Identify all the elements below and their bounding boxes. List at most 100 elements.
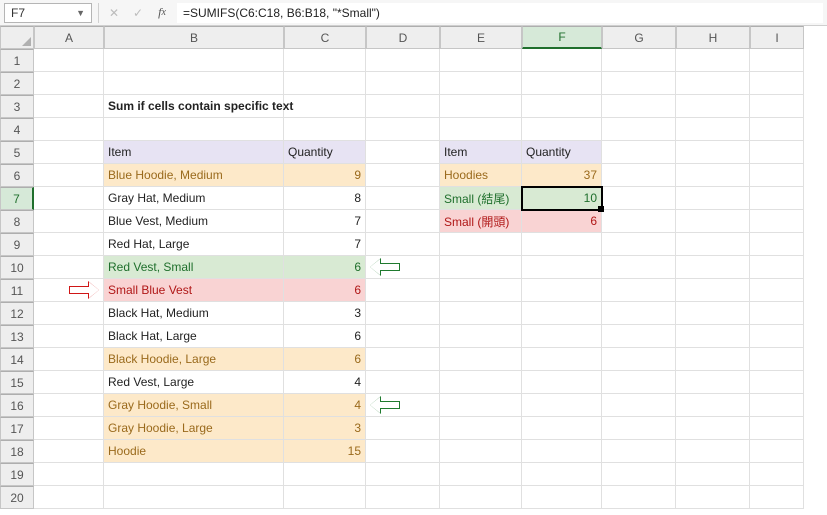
- row-header-6[interactable]: 6: [0, 164, 34, 187]
- row-header-18[interactable]: 18: [0, 440, 34, 463]
- cell-A10[interactable]: [34, 256, 104, 279]
- cell-H9[interactable]: [676, 233, 750, 256]
- row-header-13[interactable]: 13: [0, 325, 34, 348]
- cell-C4[interactable]: [284, 118, 366, 141]
- cell-F5[interactable]: Quantity: [522, 141, 602, 164]
- cell-I17[interactable]: [750, 417, 804, 440]
- column-header-H[interactable]: H: [676, 26, 750, 49]
- cell-F11[interactable]: [522, 279, 602, 302]
- row-header-4[interactable]: 4: [0, 118, 34, 141]
- column-header-D[interactable]: D: [366, 26, 440, 49]
- cell-B2[interactable]: [104, 72, 284, 95]
- cell-A12[interactable]: [34, 302, 104, 325]
- row-header-20[interactable]: 20: [0, 486, 34, 509]
- cell-F1[interactable]: [522, 49, 602, 72]
- cell-H6[interactable]: [676, 164, 750, 187]
- cell-H4[interactable]: [676, 118, 750, 141]
- cell-F9[interactable]: [522, 233, 602, 256]
- cell-E7[interactable]: Small (結尾): [440, 187, 522, 210]
- cell-D7[interactable]: [366, 187, 440, 210]
- cell-A9[interactable]: [34, 233, 104, 256]
- cell-C19[interactable]: [284, 463, 366, 486]
- cell-G10[interactable]: [602, 256, 676, 279]
- cell-D15[interactable]: [366, 371, 440, 394]
- cell-B12[interactable]: Black Hat, Medium: [104, 302, 284, 325]
- cell-I12[interactable]: [750, 302, 804, 325]
- cell-E6[interactable]: Hoodies: [440, 164, 522, 187]
- cell-G5[interactable]: [602, 141, 676, 164]
- cell-I8[interactable]: [750, 210, 804, 233]
- cell-C20[interactable]: [284, 486, 366, 509]
- cell-H16[interactable]: [676, 394, 750, 417]
- cell-A3[interactable]: [34, 95, 104, 118]
- cell-F14[interactable]: [522, 348, 602, 371]
- cell-C6[interactable]: 9: [284, 164, 366, 187]
- cell-B4[interactable]: [104, 118, 284, 141]
- cell-B6[interactable]: Blue Hoodie, Medium: [104, 164, 284, 187]
- cell-C1[interactable]: [284, 49, 366, 72]
- cell-F19[interactable]: [522, 463, 602, 486]
- cell-E13[interactable]: [440, 325, 522, 348]
- cell-H10[interactable]: [676, 256, 750, 279]
- row-header-16[interactable]: 16: [0, 394, 34, 417]
- cell-D19[interactable]: [366, 463, 440, 486]
- cell-C8[interactable]: 7: [284, 210, 366, 233]
- cell-E10[interactable]: [440, 256, 522, 279]
- row-header-2[interactable]: 2: [0, 72, 34, 95]
- cell-I9[interactable]: [750, 233, 804, 256]
- cell-D18[interactable]: [366, 440, 440, 463]
- cell-B9[interactable]: Red Hat, Large: [104, 233, 284, 256]
- cell-B20[interactable]: [104, 486, 284, 509]
- cell-B19[interactable]: [104, 463, 284, 486]
- cell-F8[interactable]: 6: [522, 210, 602, 233]
- row-header-11[interactable]: 11: [0, 279, 34, 302]
- cell-D4[interactable]: [366, 118, 440, 141]
- cell-D11[interactable]: [366, 279, 440, 302]
- cell-E16[interactable]: [440, 394, 522, 417]
- cell-C12[interactable]: 3: [284, 302, 366, 325]
- row-header-14[interactable]: 14: [0, 348, 34, 371]
- cell-F3[interactable]: [522, 95, 602, 118]
- row-header-8[interactable]: 8: [0, 210, 34, 233]
- cell-B14[interactable]: Black Hoodie, Large: [104, 348, 284, 371]
- row-header-12[interactable]: 12: [0, 302, 34, 325]
- cell-G3[interactable]: [602, 95, 676, 118]
- cell-A6[interactable]: [34, 164, 104, 187]
- cell-B11[interactable]: Small Blue Vest: [104, 279, 284, 302]
- cell-G16[interactable]: [602, 394, 676, 417]
- cell-H5[interactable]: [676, 141, 750, 164]
- cell-C9[interactable]: 7: [284, 233, 366, 256]
- column-header-A[interactable]: A: [34, 26, 104, 49]
- cell-I18[interactable]: [750, 440, 804, 463]
- cell-H2[interactable]: [676, 72, 750, 95]
- cell-G14[interactable]: [602, 348, 676, 371]
- cell-D2[interactable]: [366, 72, 440, 95]
- cell-A16[interactable]: [34, 394, 104, 417]
- cell-D3[interactable]: [366, 95, 440, 118]
- cell-F10[interactable]: [522, 256, 602, 279]
- cell-G15[interactable]: [602, 371, 676, 394]
- cell-F17[interactable]: [522, 417, 602, 440]
- cell-G18[interactable]: [602, 440, 676, 463]
- cell-H3[interactable]: [676, 95, 750, 118]
- cell-B18[interactable]: Hoodie: [104, 440, 284, 463]
- cell-B13[interactable]: Black Hat, Large: [104, 325, 284, 348]
- cell-A20[interactable]: [34, 486, 104, 509]
- fx-icon[interactable]: fx: [153, 4, 171, 22]
- cell-I20[interactable]: [750, 486, 804, 509]
- cell-H20[interactable]: [676, 486, 750, 509]
- cell-C11[interactable]: 6: [284, 279, 366, 302]
- cell-I10[interactable]: [750, 256, 804, 279]
- cell-B8[interactable]: Blue Vest, Medium: [104, 210, 284, 233]
- row-header-17[interactable]: 17: [0, 417, 34, 440]
- confirm-icon[interactable]: ✓: [129, 4, 147, 22]
- cell-A14[interactable]: [34, 348, 104, 371]
- cell-D20[interactable]: [366, 486, 440, 509]
- cell-H15[interactable]: [676, 371, 750, 394]
- cell-E11[interactable]: [440, 279, 522, 302]
- row-header-7[interactable]: 7: [0, 187, 34, 210]
- cell-F16[interactable]: [522, 394, 602, 417]
- cell-I11[interactable]: [750, 279, 804, 302]
- cell-D14[interactable]: [366, 348, 440, 371]
- cell-E9[interactable]: [440, 233, 522, 256]
